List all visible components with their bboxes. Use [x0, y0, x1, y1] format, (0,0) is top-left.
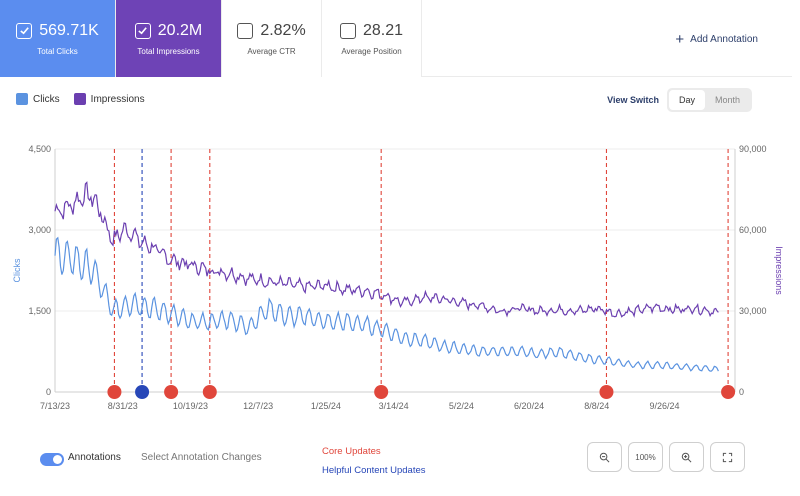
- x-tick-label: 3/14/24: [379, 401, 409, 411]
- annotation-legend: Core Updates Helpful Content Updates: [322, 442, 426, 480]
- x-tick-label: 5/2/24: [449, 401, 474, 411]
- annotation-marker[interactable]: [107, 385, 122, 399]
- metric-card-total-clicks[interactable]: 569.71K Total Clicks: [0, 0, 116, 77]
- zoom-out-button[interactable]: [587, 442, 622, 472]
- x-tick-label: 6/20/24: [514, 401, 544, 411]
- metric-cards: 569.71K Total Clicks 20.2M Total Impress…: [0, 0, 792, 77]
- x-tick-label: 8/8/24: [584, 401, 609, 411]
- annotation-marker[interactable]: [721, 385, 736, 399]
- impressions-swatch-icon: [73, 93, 86, 105]
- x-tick-label: 1/25/24: [311, 401, 341, 411]
- annotation-marker[interactable]: [599, 385, 614, 399]
- checkbox-unchecked-icon[interactable]: [339, 22, 356, 39]
- metric-value: 20.2M: [157, 21, 203, 39]
- legend-label-clicks: Clicks: [33, 93, 60, 105]
- y-axis-title: Clicks: [12, 258, 22, 282]
- metric-value: 2.82%: [260, 21, 306, 39]
- chart-legend: Clicks Impressions: [16, 93, 145, 105]
- bottom-controls: Annotations Select Annotation Changes Co…: [0, 440, 800, 496]
- metric-label: Total Impressions: [137, 46, 200, 56]
- y2-tick-label: 60,000: [739, 225, 767, 235]
- x-tick-label: 9/26/24: [649, 401, 679, 411]
- annotations-label: Annotations: [68, 452, 121, 463]
- view-switch-label: View Switch: [607, 95, 659, 105]
- line-chart[interactable]: 0 0 1,500 30,000 3,000 60,000 4,500 90,000 7/13/…: [0, 130, 800, 420]
- y-tick-label: 0: [46, 387, 51, 397]
- zoom-in-icon: [681, 452, 692, 462]
- fullscreen-button[interactable]: [710, 442, 745, 472]
- plus-icon: +: [675, 30, 685, 48]
- annotation-marker[interactable]: [374, 385, 389, 399]
- metric-value: 569.71K: [39, 21, 99, 39]
- impressions-series-line: [54, 181, 719, 318]
- toggle-knob: [53, 455, 62, 464]
- annotation-marker[interactable]: [164, 385, 179, 399]
- metric-card-average-ctr[interactable]: 2.82% Average CTR: [222, 0, 322, 77]
- x-tick-label: 12/7/23: [243, 401, 273, 411]
- fullscreen-icon: [722, 452, 733, 462]
- view-switch: View Switch Day Month: [607, 88, 752, 112]
- metric-card-total-impressions[interactable]: 20.2M Total Impressions: [116, 0, 222, 77]
- metric-value: 28.21: [362, 21, 404, 39]
- zoom-in-button[interactable]: [669, 442, 704, 472]
- y-tick-label: 4,500: [28, 144, 51, 154]
- view-switch-month-button[interactable]: Month: [714, 95, 740, 105]
- add-annotation-button[interactable]: + Add Annotation: [675, 30, 758, 48]
- checkbox-checked-icon[interactable]: [134, 22, 151, 39]
- zoom-reset-button[interactable]: 100%: [628, 442, 663, 472]
- zoom-tools: 100%: [587, 442, 745, 472]
- zoom-out-icon: [599, 452, 610, 462]
- metric-label: Average CTR: [247, 46, 296, 56]
- clicks-swatch-icon: [16, 93, 28, 105]
- add-annotation-label: Add Annotation: [690, 34, 758, 45]
- y-tick-label: 3,000: [28, 225, 51, 235]
- helpful-content-updates-label[interactable]: Helpful Content Updates: [322, 465, 426, 476]
- y2-tick-label: 0: [739, 387, 744, 397]
- legend-label-impressions: Impressions: [90, 93, 145, 105]
- view-switch-day-button[interactable]: Day: [668, 90, 705, 110]
- legend-item-impressions[interactable]: Impressions: [73, 93, 145, 105]
- annotation-marker[interactable]: [135, 385, 150, 399]
- y2-tick-label: 30,000: [739, 306, 767, 316]
- annotations-toggle[interactable]: [40, 453, 64, 466]
- checkbox-checked-icon[interactable]: [16, 22, 33, 39]
- legend-item-clicks[interactable]: Clicks: [16, 93, 60, 105]
- metric-card-average-position[interactable]: 28.21 Average Position: [322, 0, 422, 77]
- select-annotation-changes[interactable]: Select Annotation Changes: [141, 452, 262, 463]
- clicks-series-line: [54, 236, 719, 372]
- view-switch-toggle: Day Month: [666, 88, 752, 112]
- metric-label: Average Position: [341, 46, 402, 56]
- metric-label: Total Clicks: [37, 46, 78, 56]
- zoom-reset-label: 100%: [635, 452, 656, 462]
- x-tick-label: 10/19/23: [173, 401, 208, 411]
- chart-container: 0 0 1,500 30,000 3,000 60,000 4,500 90,000 7/13/…: [0, 130, 800, 420]
- y2-axis-title: Impressions: [774, 246, 784, 295]
- y2-tick-label: 90,000: [739, 144, 767, 154]
- checkbox-unchecked-icon[interactable]: [237, 22, 254, 39]
- x-tick-label: 7/13/23: [40, 401, 70, 411]
- y-tick-label: 1,500: [28, 306, 51, 316]
- x-tick-label: 8/31/23: [108, 401, 138, 411]
- annotation-marker[interactable]: [202, 385, 217, 399]
- core-updates-label[interactable]: Core Updates: [322, 446, 381, 457]
